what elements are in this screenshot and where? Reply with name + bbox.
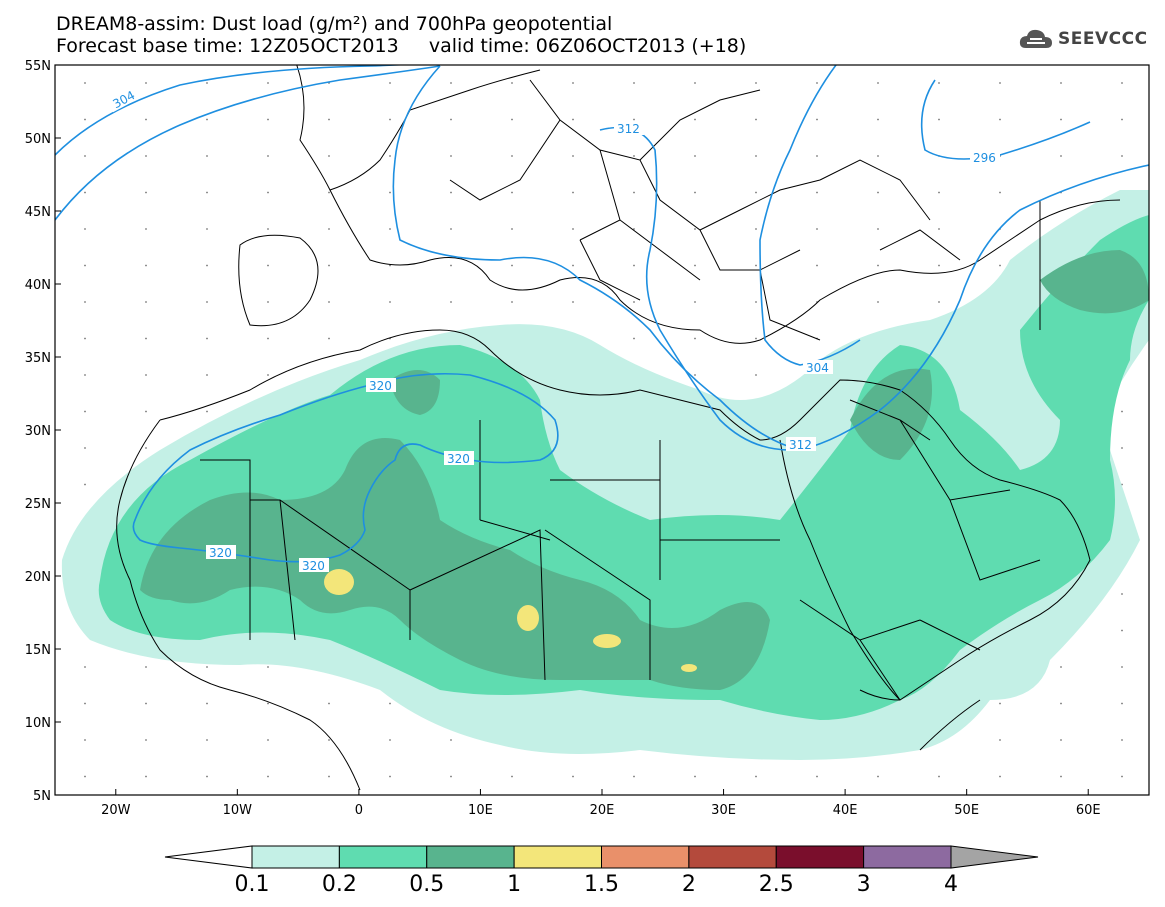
lat-tick-label: 40N: [25, 278, 51, 293]
lat-tick-label: 25N: [25, 497, 51, 512]
contour-label-group: 304 312 296 304 312 320 320 320 320: [106, 85, 1000, 573]
colorbar-swatch: [426, 845, 515, 869]
geopotential-contours: [55, 65, 1149, 563]
lat-tick-label: 50N: [25, 132, 51, 147]
contour-label: 320: [209, 546, 232, 560]
colorbar-swatch: [513, 845, 602, 869]
contour-label: 312: [617, 122, 640, 136]
contour-label: 320: [369, 379, 392, 393]
lon-tick-label: 20E: [590, 803, 615, 818]
latitude-axis: 55N 50N 45N 40N 35N 30N 25N 20N 15N 10N 5N: [25, 59, 61, 804]
map-area: 304 312 296 304 312 320 320 320 320: [55, 65, 1149, 795]
lon-tick-label: 0: [355, 803, 363, 818]
lat-tick-label: 5N: [33, 789, 51, 804]
colorbar-label: 4: [944, 872, 958, 897]
contour-label: 304: [806, 361, 829, 375]
seevccc-logo: SEEVCCC: [1018, 26, 1148, 52]
contour-label: 320: [447, 452, 470, 466]
lat-tick-label: 45N: [25, 205, 51, 220]
colorbar-swatch: [688, 845, 777, 869]
coastlines-borders: [116, 65, 1121, 791]
colorbar-label: 2.5: [758, 872, 794, 897]
contour-label: 312: [789, 438, 812, 452]
longitude-axis: 20W 10W 0 10E 20E 30E 40E 50E 60E: [101, 789, 1101, 818]
colorbar-label: 1: [507, 872, 522, 897]
lon-tick-label: 20W: [101, 803, 131, 818]
colorbar-swatch: [775, 845, 865, 869]
lat-tick-label: 15N: [25, 643, 51, 658]
colorbar-label: 0.2: [321, 872, 357, 897]
lat-tick-label: 35N: [25, 351, 51, 366]
colorbar-swatch: [601, 845, 690, 869]
contour-label: 296: [973, 151, 996, 165]
colorbar-low-arrow: [164, 845, 253, 869]
lon-tick-label: 40E: [833, 803, 858, 818]
lat-tick-label: 30N: [25, 424, 51, 439]
colorbar-high-arrow: [950, 845, 1039, 869]
colorbar: [164, 845, 1039, 869]
dust-layer-0.5: [140, 250, 1149, 690]
lon-tick-label: 10W: [223, 803, 253, 818]
dust-layer-1.0: [324, 569, 697, 672]
lon-tick-label: 10E: [468, 803, 493, 818]
map-title-line1: DREAM8-assim: Dust load (g/m²) and 700hP…: [56, 13, 613, 35]
contour-label: 320: [302, 559, 325, 573]
lon-tick-label: 60E: [1076, 803, 1101, 818]
lat-tick-label: 55N: [25, 59, 51, 74]
colorbar-swatch: [863, 845, 952, 869]
colorbar-label: 0.1: [234, 872, 270, 897]
colorbar-label: 1.5: [584, 872, 619, 897]
lat-tick-label: 10N: [25, 716, 51, 731]
colorbar-swatch: [251, 845, 340, 869]
map-title-line2: Forecast base time: 12Z05OCT2013 valid t…: [56, 35, 747, 57]
colorbar-label: 2: [681, 872, 696, 897]
colorbar-swatch: [338, 845, 428, 869]
lat-tick-label: 20N: [25, 570, 51, 585]
logo-text: SEEVCCC: [1058, 29, 1148, 49]
lon-tick-label: 30E: [711, 803, 736, 818]
cloud-icon: [1019, 29, 1052, 48]
colorbar-label: 0.5: [409, 872, 445, 897]
colorbar-label: 3: [856, 872, 871, 897]
lon-tick-label: 50E: [954, 803, 979, 818]
